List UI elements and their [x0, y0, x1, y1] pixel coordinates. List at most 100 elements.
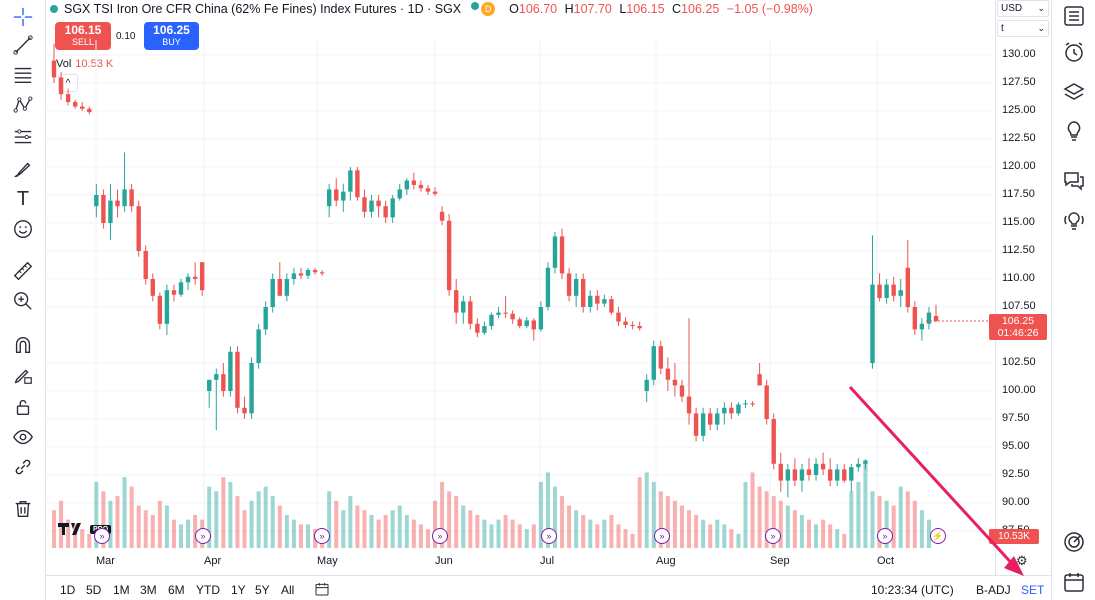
price-chart[interactable]	[46, 40, 991, 550]
candle-body	[827, 469, 833, 481]
buy-button[interactable]: 106.25 BUY	[144, 22, 199, 50]
chat-icon[interactable]	[1060, 167, 1088, 195]
dividend-event-icon[interactable]: »	[654, 528, 670, 544]
market-status-dot	[50, 5, 58, 13]
volume-bar	[411, 519, 416, 548]
goto-date-icon[interactable]	[314, 581, 330, 600]
eye-icon[interactable]	[8, 424, 38, 450]
candle-body	[489, 314, 494, 327]
candle-body	[573, 279, 579, 296]
candle-body	[94, 195, 99, 207]
volume-bar	[362, 510, 367, 548]
fib-icon[interactable]	[8, 124, 38, 150]
candle-body	[341, 191, 346, 201]
volume-bar	[736, 533, 741, 548]
volume-bar	[87, 533, 92, 548]
range-all-button[interactable]: All	[281, 583, 295, 597]
candle-body	[108, 200, 113, 223]
zoom-in-icon[interactable]	[8, 288, 38, 314]
horizontal-lines-icon[interactable]	[8, 62, 38, 88]
sell-button[interactable]: 106.15 SELL	[55, 22, 111, 50]
candle-body	[510, 313, 515, 320]
delayed-badge[interactable]: D	[481, 2, 496, 16]
volume-bar	[214, 491, 219, 548]
lock-drawing-icon[interactable]	[8, 362, 38, 388]
volume-bar	[348, 496, 353, 548]
clock[interactable]: 10:23:34 (UTC)	[871, 583, 954, 597]
candle-body	[700, 413, 706, 436]
dividend-event-icon[interactable]: »	[541, 528, 557, 544]
candle-body	[835, 469, 840, 481]
candle-body	[404, 180, 409, 190]
volume-bar	[94, 481, 99, 548]
range-3m-button[interactable]: 3M	[140, 583, 157, 597]
streams-icon[interactable]	[1060, 206, 1088, 234]
volume-bar	[157, 500, 162, 548]
right-toolbar	[1051, 0, 1095, 600]
magnet-icon[interactable]	[8, 332, 38, 358]
calendar-icon[interactable]	[1060, 568, 1088, 596]
range-6m-button[interactable]: 6M	[168, 583, 185, 597]
candle-body	[376, 200, 381, 207]
volume-bar	[560, 496, 565, 548]
text-icon[interactable]: T	[16, 187, 30, 210]
candle-body	[665, 368, 671, 380]
candle-body	[418, 184, 424, 189]
range-5y-button[interactable]: 5Y	[255, 583, 270, 597]
candle-body	[115, 200, 120, 207]
trend-line-icon[interactable]	[8, 32, 38, 58]
candle-body	[743, 403, 748, 405]
candle-body	[80, 106, 85, 109]
ruler-icon[interactable]	[8, 258, 38, 284]
candle-body	[214, 374, 219, 380]
layers-icon[interactable]	[1060, 79, 1088, 107]
ideas-icon[interactable]	[1060, 117, 1088, 145]
volume-bar	[383, 514, 388, 548]
alerts-icon[interactable]	[1060, 38, 1088, 66]
price-tick-label: 95.00	[1002, 440, 1030, 452]
volume-bar	[898, 486, 903, 548]
range-5d-button[interactable]: 5D	[86, 583, 102, 597]
price-axis[interactable]: 130.00 127.50 125.00 122.50 120.00 117.50 115.…	[995, 0, 1051, 575]
crosshair-icon[interactable]	[8, 4, 38, 30]
symbol-title[interactable]: SGX TSI Iron Ore CFR China (62% Fe Fines…	[64, 2, 462, 16]
candle-body	[912, 307, 918, 330]
watchlist-icon[interactable]	[1060, 2, 1088, 30]
dividend-event-icon[interactable]: »	[877, 528, 893, 544]
dividend-event-icon[interactable]: »	[314, 528, 330, 544]
currency-select[interactable]: USD ⌄	[997, 0, 1049, 17]
time-tick-label: Aug	[656, 555, 676, 567]
gear-icon[interactable]: ⚙	[1016, 553, 1028, 568]
lock-icon[interactable]	[8, 394, 38, 420]
trash-icon[interactable]	[8, 496, 38, 522]
back-adjust-button[interactable]: B-ADJ	[976, 583, 1011, 597]
volume-bar	[545, 472, 550, 548]
volume-bar	[623, 529, 628, 548]
emoji-icon[interactable]	[8, 216, 38, 242]
dividend-event-icon[interactable]: »	[432, 528, 448, 544]
last-price-tag: 106.25 01:46:26	[989, 314, 1047, 340]
settlement-button[interactable]: SET	[1021, 583, 1045, 597]
dividend-event-icon[interactable]: »	[94, 528, 110, 544]
brush-icon[interactable]	[8, 156, 38, 182]
candle-body	[785, 469, 791, 481]
range-1y-button[interactable]: 1Y	[231, 583, 246, 597]
range-1d-button[interactable]: 1D	[60, 583, 76, 597]
candle-body	[475, 323, 480, 333]
dividend-event-icon[interactable]: »	[765, 528, 781, 544]
range-1m-button[interactable]: 1M	[113, 583, 130, 597]
volume-bar	[842, 533, 847, 548]
unit-select[interactable]: t ⌄	[997, 20, 1049, 37]
link-icon[interactable]	[8, 454, 38, 480]
pattern-icon[interactable]	[8, 92, 38, 118]
volume-bar	[637, 477, 642, 548]
candle-body	[856, 463, 861, 468]
volume-bar	[73, 524, 78, 548]
candle-body	[623, 321, 628, 325]
open-market-dot	[471, 2, 480, 10]
candle-body	[708, 413, 713, 425]
lightning-event-icon[interactable]: ⚡	[930, 528, 946, 544]
range-ytd-button[interactable]: YTD	[196, 583, 220, 597]
dividend-event-icon[interactable]: »	[195, 528, 211, 544]
target-icon[interactable]	[1060, 528, 1088, 556]
